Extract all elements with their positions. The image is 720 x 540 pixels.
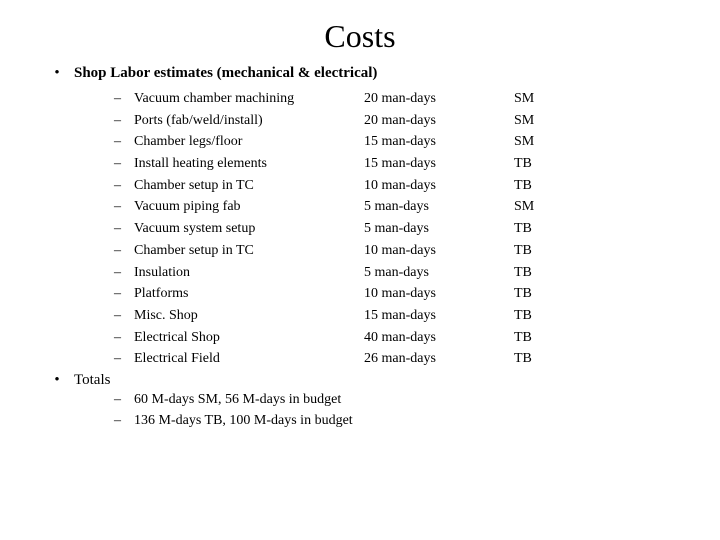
dash-icon: – <box>40 110 134 132</box>
dash-icon: – <box>40 131 134 153</box>
labor-item-task: Platforms <box>134 283 364 305</box>
labor-item: –Vacuum piping fab5 man-daysSM <box>40 196 680 218</box>
totals-list: –60 M-days SM, 56 M-days in budget–136 M… <box>40 389 680 431</box>
labor-item: –Misc. Shop15 man-daysTB <box>40 305 680 327</box>
bullet-l1-icon: • <box>40 65 74 82</box>
dash-icon: – <box>40 175 134 197</box>
labor-item-task: Electrical Field <box>134 348 364 370</box>
labor-item: –Vacuum chamber machining20 man-daysSM <box>40 88 680 110</box>
labor-item-code: TB <box>514 262 574 284</box>
labor-item-code: TB <box>514 327 574 349</box>
labor-item-code: TB <box>514 218 574 240</box>
labor-item-task: Vacuum chamber machining <box>134 88 364 110</box>
labor-item-days: 5 man-days <box>364 218 514 240</box>
labor-item: –Electrical Field26 man-daysTB <box>40 348 680 370</box>
labor-item-task: Chamber setup in TC <box>134 175 364 197</box>
totals-item: –60 M-days SM, 56 M-days in budget <box>40 389 680 410</box>
dash-icon: – <box>40 305 134 327</box>
labor-item: –Electrical Shop40 man-daysTB <box>40 327 680 349</box>
labor-item: –Insulation5 man-daysTB <box>40 262 680 284</box>
labor-item-code: SM <box>514 110 574 132</box>
slide: Costs • Shop Labor estimates (mechanical… <box>0 0 720 540</box>
labor-item-days: 20 man-days <box>364 110 514 132</box>
labor-item: –Chamber legs/floor15 man-daysSM <box>40 131 680 153</box>
labor-item-days: 20 man-days <box>364 88 514 110</box>
labor-item-days: 15 man-days <box>364 131 514 153</box>
section-heading: Shop Labor estimates (mechanical & elect… <box>74 65 377 82</box>
labor-item-code: SM <box>514 131 574 153</box>
labor-item: –Platforms10 man-daysTB <box>40 283 680 305</box>
labor-item-code: TB <box>514 240 574 262</box>
labor-item-code: TB <box>514 175 574 197</box>
dash-icon: – <box>40 88 134 110</box>
labor-items-list: –Vacuum chamber machining20 man-daysSM–P… <box>40 82 680 370</box>
labor-item-code: TB <box>514 348 574 370</box>
labor-item-days: 5 man-days <box>364 262 514 284</box>
bullet-l1-icon: • <box>40 372 74 389</box>
labor-item-task: Electrical Shop <box>134 327 364 349</box>
labor-item-code: TB <box>514 283 574 305</box>
labor-item-days: 10 man-days <box>364 240 514 262</box>
dash-icon: – <box>40 348 134 370</box>
totals-heading-row: • Totals <box>40 370 680 389</box>
labor-item-task: Vacuum system setup <box>134 218 364 240</box>
dash-icon: – <box>40 240 134 262</box>
section-heading-row: • Shop Labor estimates (mechanical & ele… <box>40 65 680 82</box>
dash-icon: – <box>40 153 134 175</box>
labor-item-days: 5 man-days <box>364 196 514 218</box>
labor-item-task: Insulation <box>134 262 364 284</box>
dash-icon: – <box>40 389 134 410</box>
labor-item-task: Chamber setup in TC <box>134 240 364 262</box>
labor-item-task: Install heating elements <box>134 153 364 175</box>
labor-item-days: 10 man-days <box>364 175 514 197</box>
labor-item-code: TB <box>514 305 574 327</box>
labor-item-days: 26 man-days <box>364 348 514 370</box>
labor-item: –Chamber setup in TC10 man-daysTB <box>40 175 680 197</box>
labor-item-code: SM <box>514 196 574 218</box>
labor-item: –Install heating elements15 man-daysTB <box>40 153 680 175</box>
labor-item: –Chamber setup in TC10 man-daysTB <box>40 240 680 262</box>
dash-icon: – <box>40 262 134 284</box>
dash-icon: – <box>40 218 134 240</box>
labor-item-days: 15 man-days <box>364 153 514 175</box>
labor-item: –Ports (fab/weld/install)20 man-daysSM <box>40 110 680 132</box>
labor-item: –Vacuum system setup5 man-daysTB <box>40 218 680 240</box>
labor-item-task: Chamber legs/floor <box>134 131 364 153</box>
labor-item-task: Vacuum piping fab <box>134 196 364 218</box>
totals-item: –136 M-days TB, 100 M-days in budget <box>40 410 680 431</box>
slide-title: Costs <box>0 0 720 65</box>
slide-body: • Shop Labor estimates (mechanical & ele… <box>0 65 720 431</box>
labor-item-days: 15 man-days <box>364 305 514 327</box>
labor-item-days: 40 man-days <box>364 327 514 349</box>
totals-item-text: 136 M-days TB, 100 M-days in budget <box>134 410 353 431</box>
dash-icon: – <box>40 283 134 305</box>
totals-heading: Totals <box>74 372 110 389</box>
labor-item-code: TB <box>514 153 574 175</box>
labor-item-task: Ports (fab/weld/install) <box>134 110 364 132</box>
labor-item-days: 10 man-days <box>364 283 514 305</box>
totals-item-text: 60 M-days SM, 56 M-days in budget <box>134 389 341 410</box>
labor-item-code: SM <box>514 88 574 110</box>
dash-icon: – <box>40 410 134 431</box>
labor-item-task: Misc. Shop <box>134 305 364 327</box>
dash-icon: – <box>40 196 134 218</box>
dash-icon: – <box>40 327 134 349</box>
